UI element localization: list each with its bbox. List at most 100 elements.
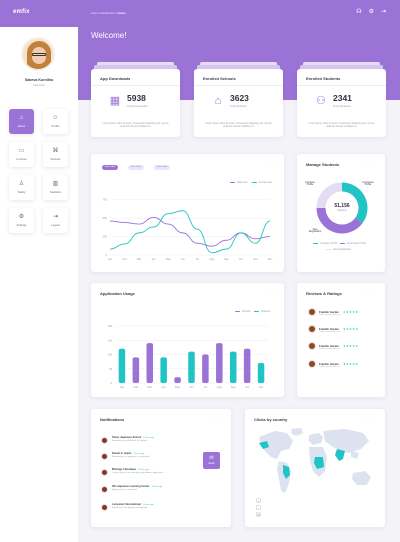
notification-title: ISC Japanese Learning Center [112, 485, 150, 488]
notification-text: Registration fee payment completed [112, 507, 148, 509]
review-item[interactable]: Frankln Garten ★★★★★ Lorem ipsum dolor s… [308, 342, 358, 350]
breadcrumb-parent[interactable]: Admin Dashboard / [91, 11, 117, 15]
world-map[interactable] [253, 423, 379, 519]
stat-title: Enrolled Students [306, 76, 341, 81]
notification-item[interactable]: Mitsingi x Boutique 13 min ago Online cou… [101, 468, 163, 476]
zoom-in-icon[interactable]: + [256, 498, 261, 503]
more-options-icon[interactable]: · · · · [265, 161, 276, 166]
legend-item: New Registration [326, 248, 351, 251]
user-name: Sabeva Kornilho [24, 78, 54, 82]
review-item[interactable]: Frankln Garten ★★★★★ Lorem ipsum dolor s… [308, 308, 358, 316]
more-options-icon[interactable]: · · · · [366, 161, 377, 166]
legend-label: Incomplete Profile [347, 242, 367, 245]
x-tick-label: Apr [162, 385, 166, 389]
settings-icon[interactable]: ⚙ [368, 9, 374, 15]
x-tick-label: Jul [204, 385, 208, 389]
legend-label: Female user [259, 181, 273, 184]
sidebar-item-label: Schools [50, 157, 61, 161]
bar [243, 348, 251, 383]
sidebar-item-logout[interactable]: ⇥ Logout [43, 208, 68, 233]
card-title: Clicks by country [254, 417, 288, 422]
reset-view-icon[interactable]: ⟲ [256, 512, 261, 517]
x-tick-label: Aug [210, 257, 215, 261]
page-title: Welcome! [91, 31, 127, 40]
sidebar-item-statistics[interactable]: ▥ Statistics [43, 175, 68, 200]
help-icon[interactable]: ☊ [356, 9, 362, 15]
legend-label: New Registration [333, 248, 352, 251]
x-tick-label: Mar [137, 257, 142, 261]
review-item[interactable]: Frankln Garten ★★★★★ Lorem ipsum dolor s… [308, 360, 358, 368]
bar [118, 348, 126, 383]
profile-icon: ☺ [52, 115, 59, 121]
courses-icon: ▭ [18, 148, 25, 154]
review-text: Lorem ipsum dolor sit [319, 331, 340, 333]
sidebar-item-profile[interactable]: ☺ Profile [43, 109, 68, 134]
sidebar-item-home[interactable]: ⌂ Home [9, 109, 34, 134]
stat-title: App Downloads [100, 76, 131, 81]
x-tick-label: Jan [108, 257, 113, 261]
sidebar-item-label: Settings [16, 223, 27, 227]
notification-text: Online courses are running using bitbete… [112, 472, 164, 474]
legend-item: Schools [235, 310, 251, 313]
avatar [101, 486, 108, 493]
sidebar-item-label: Profile [51, 124, 60, 128]
chart-filter-chip[interactable]: Item Label [154, 165, 171, 170]
donut-slice [316, 207, 363, 234]
avatar [101, 453, 108, 460]
x-tick-label: Nov [259, 385, 264, 389]
app-logo[interactable]: emfix [13, 9, 30, 15]
star-rating: ★★★★★ [343, 310, 359, 314]
y-tick-label: 0 [106, 253, 108, 257]
y-tick-label: 10k [108, 353, 113, 357]
donut-label-incomplete: Incomplete Profile [362, 182, 374, 186]
sidebar-item-label: Home [17, 124, 26, 128]
more-options-icon[interactable]: · · · · [366, 416, 377, 421]
notification-item[interactable]: Lanyunari International 13 min ago Regist… [101, 503, 154, 511]
home-icon: ⌂ [19, 115, 24, 121]
stat-label: Total Schools [230, 104, 247, 108]
more-options-icon[interactable]: · · · · [265, 290, 276, 295]
review-item[interactable]: Frankln Garten ★★★★★ Lorem ipsum dolor s… [308, 325, 358, 333]
x-tick-label: Jun [189, 385, 194, 389]
stat-value: 2341 [333, 93, 352, 103]
notification-item[interactable]: ISC Japanese Learning Center 13 min ago R… [101, 485, 162, 493]
sidebar-nav: ⌂ Home ☺ Profile ▭ Courses ⌘ Schools ♙ S… [9, 109, 69, 233]
avatar [308, 325, 316, 333]
legend-item: Incomplete Profile [340, 242, 366, 245]
chart-filter-chip[interactable]: Item Label [128, 165, 145, 170]
reviewer-name: Frankln Garten [319, 327, 339, 331]
sidebar-item-schools[interactable]: ⌘ Schools [43, 142, 68, 167]
sidebar-item-label: Courses [16, 157, 27, 161]
bar [257, 363, 265, 383]
notification-item[interactable]: Swiss Japanese School 13 min ago Registra… [101, 436, 154, 444]
notification-time: 13 min ago [137, 469, 149, 471]
sidebar-item-settings[interactable]: ⚙ Settings [9, 208, 34, 233]
notification-title: Mitsingi x Boutique [112, 468, 136, 471]
more-options-icon[interactable]: · · · · [212, 416, 223, 421]
sidebar-item-salary[interactable]: ♙ Salary [9, 175, 34, 200]
reviewer-name: Frankln Garten [319, 362, 339, 366]
notification-item[interactable]: Dream in Japan 13 min ago Registration fe… [101, 452, 149, 460]
read-button[interactable]: ✉ Read [203, 452, 220, 469]
bar [174, 377, 181, 383]
salary-icon: ♙ [18, 181, 25, 187]
donut-slice [341, 182, 368, 223]
logout-icon[interactable]: ⇥ [380, 9, 386, 15]
x-tick-label: Oct [239, 257, 243, 261]
reviews-card: Reviews & Ratings · · · · [297, 283, 385, 397]
avatar[interactable] [21, 37, 55, 71]
notification-title: Swiss Japanese School [112, 436, 142, 439]
download-icon: ▦ [109, 95, 121, 107]
chart-filter-chip[interactable]: Item Label [102, 165, 119, 170]
stat-label: Total Students [333, 104, 351, 108]
avatar [101, 437, 108, 444]
header-actions: ☊ ⚙ ⇥ [356, 9, 386, 15]
more-options-icon[interactable]: · · · · [366, 290, 377, 295]
sidebar-item-courses[interactable]: ▭ Courses [9, 142, 34, 167]
zoom-out-icon[interactable]: - [256, 505, 261, 510]
x-tick-label: Feb [122, 257, 127, 261]
sidebar: Sabeva Kornilho Supervisor ⌂ Home ☺ Prof… [0, 27, 78, 542]
card-title: Reviews & Ratings [306, 291, 342, 296]
x-tick-label: Sep [231, 385, 236, 389]
